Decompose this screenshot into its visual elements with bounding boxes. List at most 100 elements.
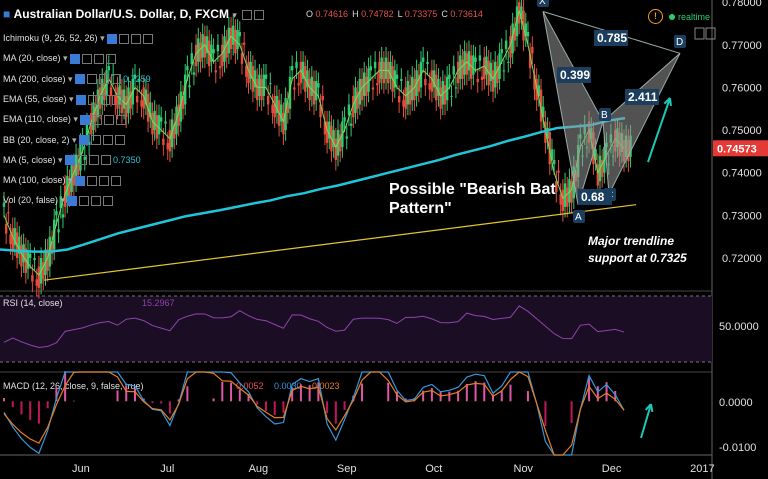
candle-body [325, 121, 329, 143]
ohlc-value: 0.73375 [404, 9, 438, 19]
indicator-row[interactable]: MA (200, close) ▾ 0.7259 [3, 74, 151, 85]
indicator-row[interactable]: Ichimoku (9, 26, 52, 26) ▾ [3, 33, 153, 44]
ohlc-value: 0.74616 [315, 9, 349, 19]
candle-body [406, 81, 410, 105]
candle-body [319, 104, 322, 118]
settings-icon[interactable] [81, 53, 92, 64]
add-icon[interactable] [93, 53, 104, 64]
chevron-down-icon[interactable]: ▾ [65, 73, 73, 84]
visibility-toggle-icon[interactable] [79, 114, 90, 125]
chevron-down-icon[interactable]: ▾ [232, 10, 237, 20]
candle-body [221, 44, 224, 67]
indicator-row[interactable]: MA (100, close) ▾ [3, 175, 121, 186]
eye-toggle-icon[interactable] [242, 9, 253, 20]
indicator-row[interactable]: BB (20, close, 2) ▾ [3, 135, 125, 146]
indicator-row[interactable]: MA (5, close) ▾ 0.7350 [3, 155, 141, 166]
settings-icon[interactable] [118, 33, 129, 44]
visibility-toggle-icon[interactable] [74, 74, 85, 85]
price-tick-label: 0.76000 [722, 82, 762, 94]
add-icon[interactable] [103, 114, 114, 125]
chevron-down-icon[interactable]: ▾ [66, 93, 74, 104]
visibility-toggle-icon[interactable] [75, 94, 86, 105]
candle-body [2, 202, 6, 207]
chevron-down-icon[interactable]: ▾ [69, 134, 77, 145]
candle-body [245, 66, 248, 77]
visibility-toggle-icon[interactable] [106, 33, 117, 44]
candle-body [28, 253, 32, 259]
chevron-down-icon[interactable]: ▾ [70, 114, 78, 125]
visibility-toggle-icon[interactable] [69, 53, 80, 64]
candle-body [85, 123, 89, 136]
chevron-down-icon[interactable]: ▾ [55, 154, 63, 165]
candle-body [225, 40, 228, 58]
add-icon[interactable] [98, 175, 109, 186]
candle-body [469, 55, 473, 79]
macd-axis-tick: -0.0100 [719, 442, 756, 454]
candle-body [443, 85, 447, 105]
add-icon[interactable] [102, 135, 113, 146]
indicator-row[interactable]: MA (20, close) ▾ [3, 53, 116, 64]
candle-body [452, 66, 455, 75]
time-tick-label: Jun [72, 463, 90, 475]
symbol-icon: ■ [3, 7, 11, 21]
chevron-down-icon[interactable]: ▾ [65, 175, 73, 186]
add-icon[interactable] [98, 74, 109, 85]
candle-body [301, 61, 305, 79]
indicator-row[interactable]: EMA (110, close) ▾ [3, 114, 126, 125]
candle-body [53, 219, 56, 250]
candle-body [445, 76, 449, 101]
chevron-down-icon[interactable]: ▾ [58, 195, 66, 206]
close-icon[interactable] [110, 74, 121, 85]
candle-body [205, 36, 209, 54]
settings-icon[interactable] [79, 196, 90, 207]
settings-icon[interactable] [76, 155, 87, 166]
chevron-down-icon[interactable]: ▾ [60, 53, 68, 64]
settings-icon[interactable] [254, 9, 265, 20]
visibility-toggle-icon[interactable] [78, 135, 89, 146]
chevron-down-icon[interactable]: ▾ [97, 33, 105, 43]
add-icon[interactable] [91, 196, 102, 207]
settings-icon[interactable] [91, 114, 102, 125]
current-price-badge [713, 140, 768, 157]
candle-body [168, 130, 172, 152]
candle-body [378, 61, 381, 84]
candle-body [557, 170, 560, 173]
add-icon[interactable] [130, 33, 141, 44]
close-icon[interactable] [103, 196, 114, 207]
close-icon[interactable] [110, 175, 121, 186]
candle-body [363, 72, 366, 96]
add-icon[interactable] [99, 94, 110, 105]
price-tick-label: 0.73000 [722, 210, 762, 222]
close-icon[interactable] [142, 33, 153, 44]
add-icon[interactable] [88, 155, 99, 166]
candle-body [295, 61, 298, 69]
symbol-title[interactable]: Australian Dollar/U.S. Dollar, D, FXCM [13, 7, 229, 21]
close-icon[interactable] [100, 155, 111, 166]
macd-up-arrow [640, 403, 652, 439]
pattern-point-label: D [676, 37, 683, 48]
visibility-toggle-icon[interactable] [64, 155, 75, 166]
settings-icon[interactable] [90, 135, 101, 146]
candle-body [242, 42, 246, 45]
visibility-toggle-icon[interactable] [67, 196, 78, 207]
candle-body [280, 104, 283, 122]
candle-body [306, 70, 309, 88]
candle-body [166, 142, 169, 150]
indicator-row[interactable]: EMA (55, close) ▾ [3, 94, 122, 105]
candle-body [537, 85, 541, 96]
settings-icon[interactable] [86, 74, 97, 85]
visibility-toggle-icon[interactable] [74, 175, 85, 186]
close-icon[interactable] [105, 53, 116, 64]
settings-icon[interactable] [87, 94, 98, 105]
close-icon[interactable] [115, 114, 126, 125]
close-icon[interactable] [111, 94, 122, 105]
candle-body [555, 181, 558, 192]
settings-icon[interactable] [86, 175, 97, 186]
warning-icon[interactable]: ! [648, 9, 663, 24]
indicator-row[interactable]: Vol (20, false) ▾ [3, 195, 114, 207]
close-icon[interactable] [114, 135, 125, 146]
macd-value: 0.0052 [236, 381, 264, 391]
ohlc-value: 0.73614 [450, 9, 483, 19]
candle-body [566, 187, 569, 207]
candle-body [360, 78, 364, 101]
